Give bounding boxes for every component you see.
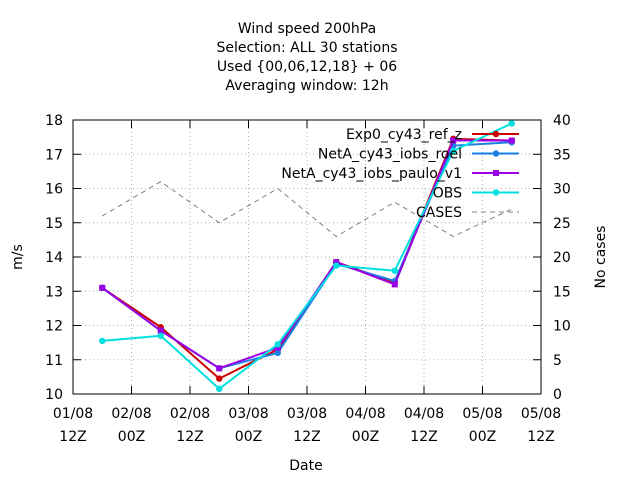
data-point xyxy=(508,137,515,144)
y-tick-label: 16 xyxy=(45,182,63,198)
legend-marker xyxy=(492,130,500,138)
y-axis-ticks: 10 11 12 13 14 15 16 17 18 xyxy=(45,113,81,403)
y-tick-label: 11 xyxy=(45,353,63,369)
x-tick-date-label: 03/08 xyxy=(228,406,268,422)
y-tick-label: 12 xyxy=(45,319,63,335)
title-line: Selection: ALL 30 stations xyxy=(216,40,397,56)
legend-label: OBS xyxy=(433,186,462,202)
x-tick-date-label: 04/08 xyxy=(404,406,444,422)
x-tick-date-label: 04/08 xyxy=(345,406,385,422)
legend-marker xyxy=(492,150,500,157)
data-point xyxy=(333,259,340,266)
y2-tick-label: 10 xyxy=(553,319,571,335)
legend: Exp0_cy43_ref_z NetA_cy43_iobs_roel NetA_c… xyxy=(281,127,519,221)
data-point xyxy=(216,365,223,372)
x-tick-date-label: 05/08 xyxy=(521,406,561,422)
y2-axis-ticks: 0 5 10 15 20 25 30 35 40 xyxy=(533,113,571,403)
data-point xyxy=(391,267,398,274)
x-tick-hour-label: 12Z xyxy=(410,429,437,445)
x-tick-hour-label: 12Z xyxy=(176,429,203,445)
title-line: Used {00,06,12,18} + 06 xyxy=(217,59,397,75)
x-tick-date-label: 01/08 xyxy=(53,406,93,422)
grid-lines xyxy=(73,120,541,394)
x-tick-hour-label: 00Z xyxy=(235,429,262,445)
y2-tick-label: 0 xyxy=(553,387,562,403)
title-line: Averaging window: 12h xyxy=(225,78,388,94)
x-axis-label: Date xyxy=(289,458,322,474)
y2-tick-label: 5 xyxy=(553,353,562,369)
x-axis-ticks: 01/08 12Z 02/08 00Z 02/08 12Z 03/08 00Z 03/08 12Z… xyxy=(53,120,561,445)
legend-marker xyxy=(493,170,499,176)
y-tick-label: 13 xyxy=(45,284,63,300)
y-tick-label: 10 xyxy=(45,387,63,403)
data-point xyxy=(99,284,106,291)
data-point xyxy=(157,332,164,339)
data-point xyxy=(274,341,281,348)
y2-axis-label: No cases xyxy=(593,226,609,289)
y-tick-label: 14 xyxy=(45,250,63,266)
legend-label: Exp0_cy43_ref_z xyxy=(346,127,462,143)
y2-tick-label: 35 xyxy=(553,147,571,163)
data-point xyxy=(391,281,398,288)
y-axis-label: m/s xyxy=(10,244,26,270)
data-point xyxy=(508,120,515,127)
legend-label: NetA_cy43_iobs_paulo_v1 xyxy=(281,166,462,182)
data-point xyxy=(274,344,281,351)
x-tick-date-label: 05/08 xyxy=(462,406,502,422)
data-point xyxy=(450,147,457,155)
y-tick-label: 17 xyxy=(45,147,63,163)
y2-tick-label: 20 xyxy=(553,250,571,266)
legend-label: CASES xyxy=(416,205,462,221)
x-tick-hour-label: 12Z xyxy=(59,429,86,445)
data-point xyxy=(450,137,457,144)
x-tick-hour-label: 00Z xyxy=(469,429,496,445)
x-tick-date-label: 02/08 xyxy=(111,406,151,422)
y-tick-label: 15 xyxy=(45,216,63,232)
series-group xyxy=(99,120,515,393)
y2-tick-label: 40 xyxy=(553,113,571,129)
series-line xyxy=(101,181,512,238)
y2-tick-label: 30 xyxy=(553,182,571,198)
legend-marker xyxy=(492,189,500,196)
x-tick-hour-label: 00Z xyxy=(352,429,379,445)
data-point xyxy=(274,349,281,357)
y2-tick-label: 15 xyxy=(553,284,571,300)
data-point xyxy=(333,262,340,269)
x-tick-date-label: 03/08 xyxy=(287,406,327,422)
x-tick-hour-label: 12Z xyxy=(527,429,554,445)
data-point xyxy=(216,385,223,393)
x-tick-hour-label: 00Z xyxy=(118,429,145,445)
x-tick-date-label: 02/08 xyxy=(170,406,210,422)
data-point xyxy=(216,375,223,382)
title-line: Wind speed 200hPa xyxy=(238,21,376,37)
y2-tick-label: 25 xyxy=(553,216,571,232)
data-point xyxy=(157,327,164,334)
series-line xyxy=(102,122,513,391)
data-point xyxy=(99,337,106,345)
legend-label: NetA_cy43_iobs_roel xyxy=(318,147,462,163)
chart-title: Wind speed 200hPa Selection: ALL 30 stati… xyxy=(216,21,397,94)
x-tick-hour-label: 12Z xyxy=(293,429,320,445)
y-tick-label: 18 xyxy=(45,113,63,129)
